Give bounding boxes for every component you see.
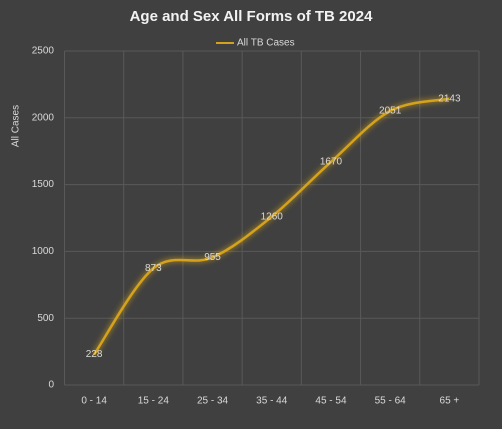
data-label: 1260 bbox=[261, 211, 284, 222]
data-label: 1670 bbox=[320, 157, 343, 168]
x-tick-label: 35 - 44 bbox=[256, 396, 288, 407]
y-tick-label: 1500 bbox=[32, 179, 55, 190]
y-tick-label: 2500 bbox=[32, 46, 55, 57]
x-tick-label: 25 - 34 bbox=[197, 396, 229, 407]
x-tick-label: 15 - 24 bbox=[138, 396, 170, 407]
x-tick-label: 45 - 54 bbox=[315, 396, 347, 407]
y-tick-label: 500 bbox=[37, 313, 54, 324]
y-axis-label: All Cases bbox=[11, 105, 22, 147]
data-label: 2143 bbox=[438, 93, 461, 104]
data-label: 873 bbox=[145, 263, 162, 274]
legend-label: All TB Cases bbox=[237, 38, 295, 49]
x-tick-label: 65 + bbox=[440, 396, 460, 407]
data-label: 2051 bbox=[379, 106, 402, 117]
x-tick-label: 0 - 14 bbox=[81, 396, 107, 407]
data-label: 228 bbox=[86, 349, 103, 360]
y-tick-label: 2000 bbox=[32, 112, 55, 123]
y-tick-label: 0 bbox=[48, 380, 54, 391]
x-tick-label: 55 - 64 bbox=[375, 396, 407, 407]
series-line bbox=[93, 97, 450, 356]
data-label: 955 bbox=[204, 252, 221, 263]
chart-title: Age and Sex All Forms of TB 2024 bbox=[130, 8, 373, 25]
y-tick-label: 1000 bbox=[32, 246, 55, 257]
legend: All TB Cases bbox=[216, 38, 295, 49]
